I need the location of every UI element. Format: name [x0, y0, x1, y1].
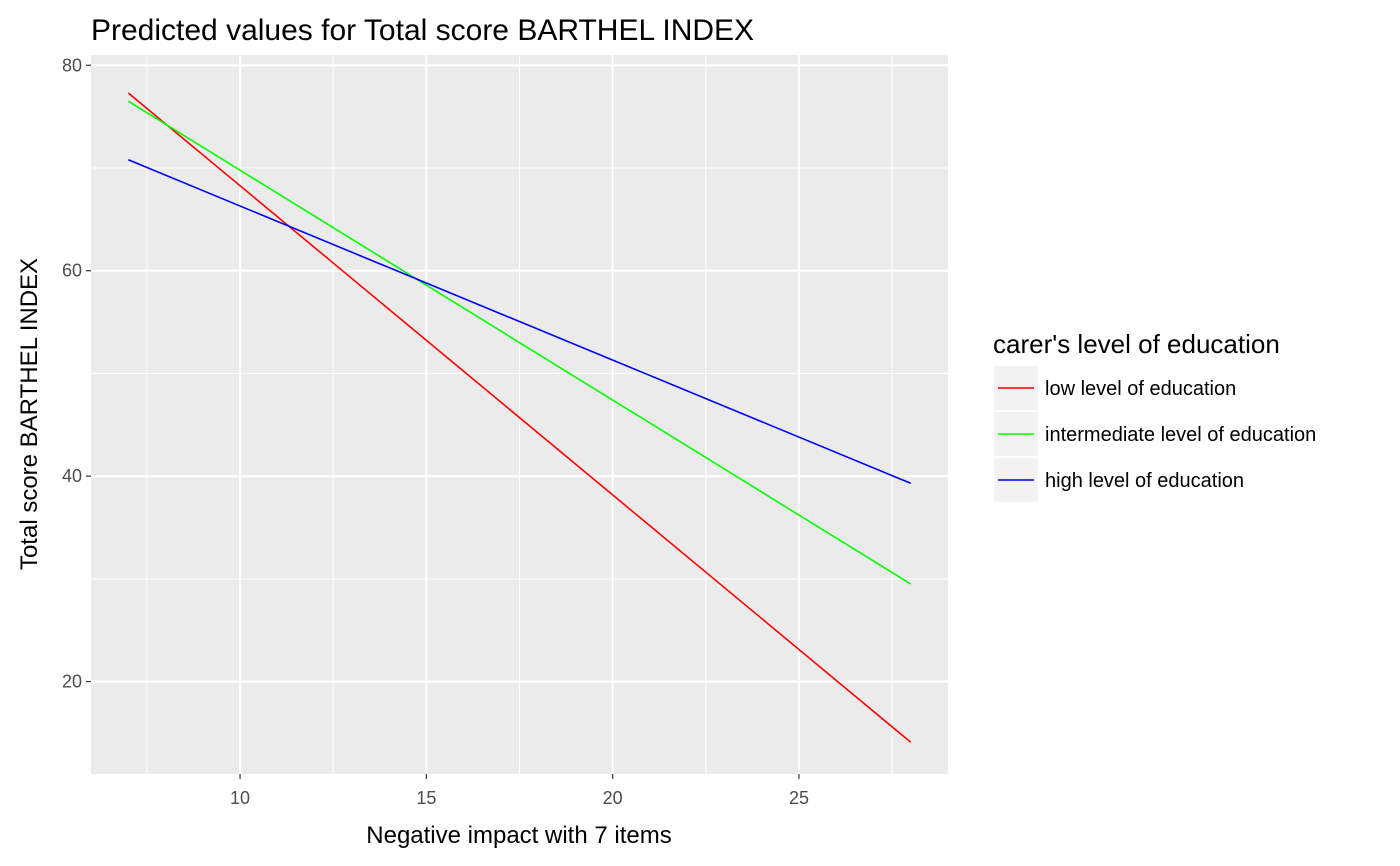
series-line-2: [127, 159, 912, 485]
y-tick-label: 80: [62, 55, 82, 75]
legend-label-1: intermediate level of education: [1045, 424, 1316, 446]
legend-title: carer's level of education: [993, 329, 1280, 359]
series-lines: [127, 92, 912, 743]
major-gridlines: [91, 55, 948, 774]
axis-ticks: [86, 64, 800, 779]
legend: carer's level of education low level of …: [993, 329, 1316, 502]
minor-gridlines: [91, 55, 948, 774]
x-tick-label: 25: [789, 788, 809, 808]
x-tick-label: 10: [230, 788, 250, 808]
y-tick-label: 20: [62, 672, 82, 692]
y-axis-title: Total score BARTHEL INDEX: [16, 258, 43, 570]
y-tick-label: 60: [62, 261, 82, 281]
chart-title: Predicted values for Total score BARTHEL…: [91, 14, 754, 47]
x-axis-title: Negative impact with 7 items: [366, 822, 671, 849]
x-tick-label: 20: [603, 788, 623, 808]
series-line-0: [127, 92, 912, 743]
legend-items: low level of education intermediate level…: [994, 366, 1316, 502]
legend-label-2: high level of education: [1045, 470, 1244, 492]
axis-tick-labels: 10 15 20 25 20 40 60 80: [62, 55, 809, 808]
legend-label-0: low level of education: [1045, 378, 1236, 400]
x-tick-label: 15: [416, 788, 436, 808]
y-tick-label: 40: [62, 466, 82, 486]
series-line-1: [127, 100, 912, 585]
